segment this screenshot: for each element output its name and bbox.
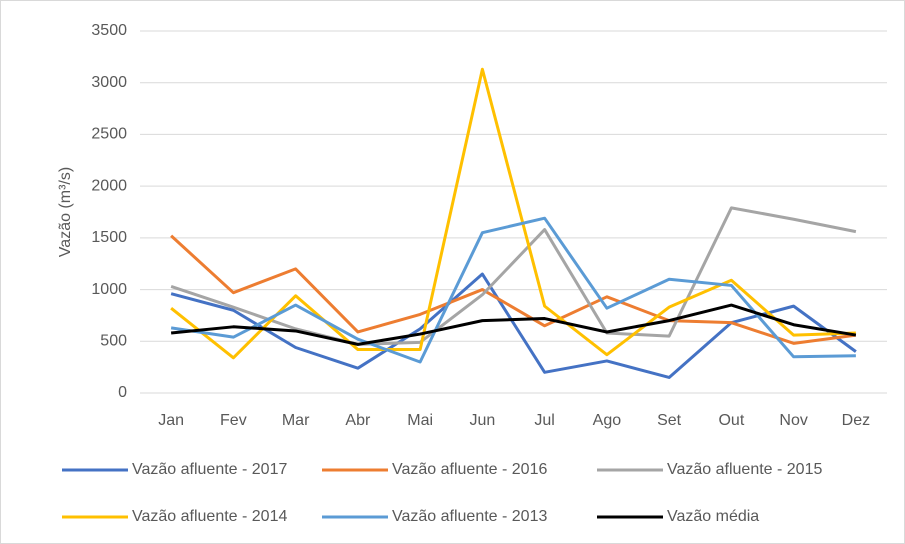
y-tick-label: 2500 xyxy=(91,126,127,143)
series-line xyxy=(170,303,857,346)
x-tick-label: Jul xyxy=(534,412,554,429)
x-tick-label: Fev xyxy=(220,412,247,429)
y-tick-label: 2000 xyxy=(91,177,127,194)
x-tick-label: Ago xyxy=(593,412,622,429)
x-tick-label: Jan xyxy=(158,412,184,429)
series-line xyxy=(170,67,856,360)
y-tick-label: 1500 xyxy=(91,229,127,246)
x-tick-label: Jun xyxy=(469,412,495,429)
x-tick-label: Mai xyxy=(407,412,433,429)
y-tick-label: 1000 xyxy=(91,281,127,298)
x-tick-label: Set xyxy=(657,412,682,429)
x-tick-label: Mar xyxy=(282,412,310,429)
y-tick-label: 3000 xyxy=(91,74,127,91)
legend-label: Vazão afluente - 2014 xyxy=(132,508,287,525)
legend-label: Vazão média xyxy=(667,508,759,525)
x-tick-label: Dez xyxy=(842,412,870,429)
series-line xyxy=(170,272,857,379)
y-axis-label: Vazão (m³/s) xyxy=(57,167,74,257)
y-tick-label: 3500 xyxy=(91,22,127,39)
legend-label: Vazão afluente - 2015 xyxy=(667,461,822,478)
series-line xyxy=(170,216,856,364)
series-line xyxy=(170,234,857,345)
x-tick-label: Abr xyxy=(345,412,371,429)
x-tick-label: Nov xyxy=(779,412,807,429)
y-tick-label: 0 xyxy=(118,384,127,401)
legend-label: Vazão afluente - 2017 xyxy=(132,461,287,478)
legend-label: Vazão afluente - 2013 xyxy=(392,508,547,525)
y-tick-label: 500 xyxy=(100,333,127,350)
legend-label: Vazão afluente - 2016 xyxy=(392,461,547,478)
x-tick-label: Out xyxy=(718,412,744,429)
series-line xyxy=(170,206,857,346)
